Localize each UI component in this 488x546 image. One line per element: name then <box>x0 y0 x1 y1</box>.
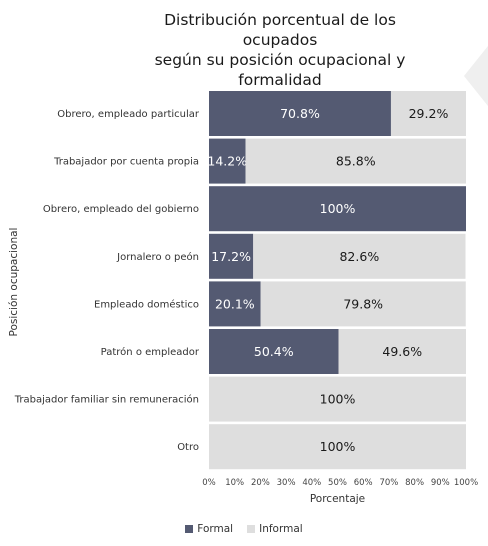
x-tick-label-6: 60% <box>354 478 373 488</box>
bar-informal-obrero-empleado-particular <box>390 91 466 136</box>
chart-title-line-1: Distribución porcentual de los ocupados <box>164 11 396 49</box>
data-label-formal-jornalero-o-peon: 17.2% <box>211 249 251 264</box>
bar-formal-obrero-empleado-del-gobierno <box>209 186 466 232</box>
category-label-empleado-domestico: Empleado doméstico <box>94 298 199 310</box>
x-tick-label-4: 40% <box>302 478 321 488</box>
chart-title: Distribución porcentual de los ocupados … <box>130 10 430 90</box>
category-label-otro: Otro <box>177 442 199 453</box>
bar-informal-empleado-domestico <box>260 281 466 327</box>
category-label-obrero-empleado-particular: Obrero, empleado particular <box>57 109 200 120</box>
x-tick-label-2: 20% <box>251 478 270 488</box>
chart-legend: Formal Informal <box>0 523 488 535</box>
category-label-jornalero-o-peon: Jornalero o peón <box>116 251 199 263</box>
chart-title-line-2: según su posición ocupacional y <box>154 51 406 69</box>
y-axis-title: Posición ocupacional <box>8 228 20 337</box>
x-tick-label-8: 80% <box>405 478 424 488</box>
decorative-triangle <box>464 46 488 106</box>
data-label-informal-patron-o-empleador: 49.6% <box>382 344 422 359</box>
category-label-trabajador-familiar-sin-remuneracion: Trabajador familiar sin remuneración <box>14 394 199 406</box>
bar-informal-otro <box>209 424 466 470</box>
data-label-informal-trabajador-familiar-sin-remuneracion: 100% <box>320 392 356 407</box>
x-tick-label-7: 70% <box>379 478 398 488</box>
data-label-informal-jornalero-o-peon: 82.6% <box>339 249 379 264</box>
x-axis-title: Porcentaje <box>310 493 365 505</box>
bar-formal-empleado-domestico <box>209 281 261 327</box>
x-tick-label-9: 90% <box>431 478 450 488</box>
x-tick-label-1: 10% <box>225 478 244 488</box>
category-label-trabajador-por-cuenta-propia: Trabajador por cuenta propia <box>53 157 199 168</box>
bar-informal-jornalero-o-peon <box>253 233 466 279</box>
data-label-formal-empleado-domestico: 20.1% <box>215 296 255 311</box>
x-tick-label-5: 50% <box>328 478 347 488</box>
legend-swatch-formal <box>185 525 194 533</box>
bar-formal-patron-o-empleador <box>209 329 339 374</box>
legend-swatch-informal <box>247 525 256 533</box>
data-label-formal-patron-o-empleador: 50.4% <box>254 344 294 359</box>
data-label-informal-otro: 100% <box>320 439 356 454</box>
data-label-formal-obrero-empleado-del-gobierno: 100% <box>320 201 356 216</box>
data-label-formal-trabajador-por-cuenta-propia: 14.2% <box>207 154 247 169</box>
category-label-patron-o-empleador: Patrón o empleador <box>101 346 200 358</box>
data-label-informal-empleado-domestico: 79.8% <box>343 296 383 311</box>
data-label-formal-obrero-empleado-particular: 70.8% <box>280 106 320 121</box>
chart-title-line-3: formalidad <box>238 71 322 89</box>
legend-item-informal: Informal <box>247 523 303 535</box>
data-label-informal-obrero-empleado-particular: 29.2% <box>409 106 449 121</box>
legend-label-informal: Informal <box>259 523 303 535</box>
bar-formal-jornalero-o-peon <box>209 233 254 279</box>
category-label-obrero-empleado-del-gobierno: Obrero, empleado del gobierno <box>43 204 199 215</box>
bar-formal-obrero-empleado-particular <box>209 91 391 136</box>
bar-formal-trabajador-por-cuenta-propia <box>209 138 246 184</box>
bar-informal-trabajador-familiar-sin-remuneracion <box>209 376 466 422</box>
bar-informal-trabajador-por-cuenta-propia <box>245 138 466 184</box>
legend-item-formal: Formal <box>185 523 233 535</box>
x-tick-label-0: 0% <box>202 478 216 488</box>
data-label-informal-trabajador-por-cuenta-propia: 85.8% <box>336 154 376 169</box>
legend-label-formal: Formal <box>197 523 234 535</box>
bar-informal-patron-o-empleador <box>338 329 466 374</box>
x-tick-label-3: 30% <box>277 478 296 488</box>
x-tick-label-10: 100% <box>454 478 478 488</box>
